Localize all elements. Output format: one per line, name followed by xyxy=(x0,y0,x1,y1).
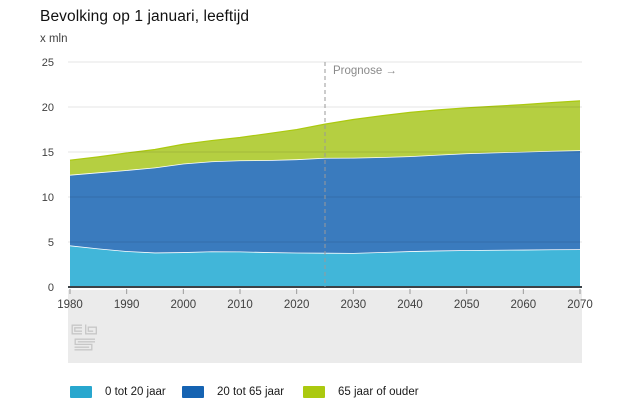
legend-item-65-of-ouder[interactable]: 65 jaar of ouder xyxy=(303,384,419,400)
x-tick-label-2060: 2060 xyxy=(511,299,537,311)
x-tick-label-2000: 2000 xyxy=(171,299,197,311)
chart-legend: 0 tot 20 jaar 20 tot 65 jaar 65 jaar of … xyxy=(0,384,626,402)
y-tick-label-25: 25 xyxy=(42,57,54,69)
y-tick-label-20: 20 xyxy=(42,102,54,114)
legend-swatch-65-of-ouder xyxy=(303,386,325,398)
x-axis-band xyxy=(68,290,582,363)
x-tick-label-1980: 1980 xyxy=(57,299,83,311)
area-top-line-2 xyxy=(69,100,581,161)
legend-item-0-tot-20[interactable]: 0 tot 20 jaar xyxy=(70,384,166,400)
legend-label: 65 jaar of ouder xyxy=(338,386,419,398)
area-series-2 xyxy=(70,100,580,175)
area-series-1 xyxy=(70,150,580,253)
x-tick-label-2030: 2030 xyxy=(341,299,367,311)
chart-title: Bevolking op 1 januari, leeftijd xyxy=(40,8,250,25)
legend-label: 20 tot 65 jaar xyxy=(217,386,285,398)
x-tick-label-2040: 2040 xyxy=(397,299,423,311)
prognose-annotation-label: Prognose → xyxy=(333,65,397,77)
legend-swatch-20-tot-65 xyxy=(182,386,204,398)
y-tick-label-5: 5 xyxy=(48,237,54,249)
x-tick-label-2010: 2010 xyxy=(227,299,253,311)
x-tick-label-2070: 2070 xyxy=(567,299,593,311)
x-tick-label-1990: 1990 xyxy=(114,299,140,311)
y-tick-label-0: 0 xyxy=(48,282,54,294)
y-tick-label-15: 15 xyxy=(42,147,54,159)
x-tick-label-2050: 2050 xyxy=(454,299,480,311)
x-tick-label-2020: 2020 xyxy=(284,299,310,311)
legend-item-20-tot-65[interactable]: 20 tot 65 jaar xyxy=(182,384,284,400)
legend-label: 0 tot 20 jaar xyxy=(105,386,166,398)
y-axis-unit-label: x mln xyxy=(40,33,68,45)
legend-swatch-0-tot-20 xyxy=(70,386,92,398)
cbs-logo-icon xyxy=(71,324,97,351)
y-tick-label-10: 10 xyxy=(42,192,54,204)
